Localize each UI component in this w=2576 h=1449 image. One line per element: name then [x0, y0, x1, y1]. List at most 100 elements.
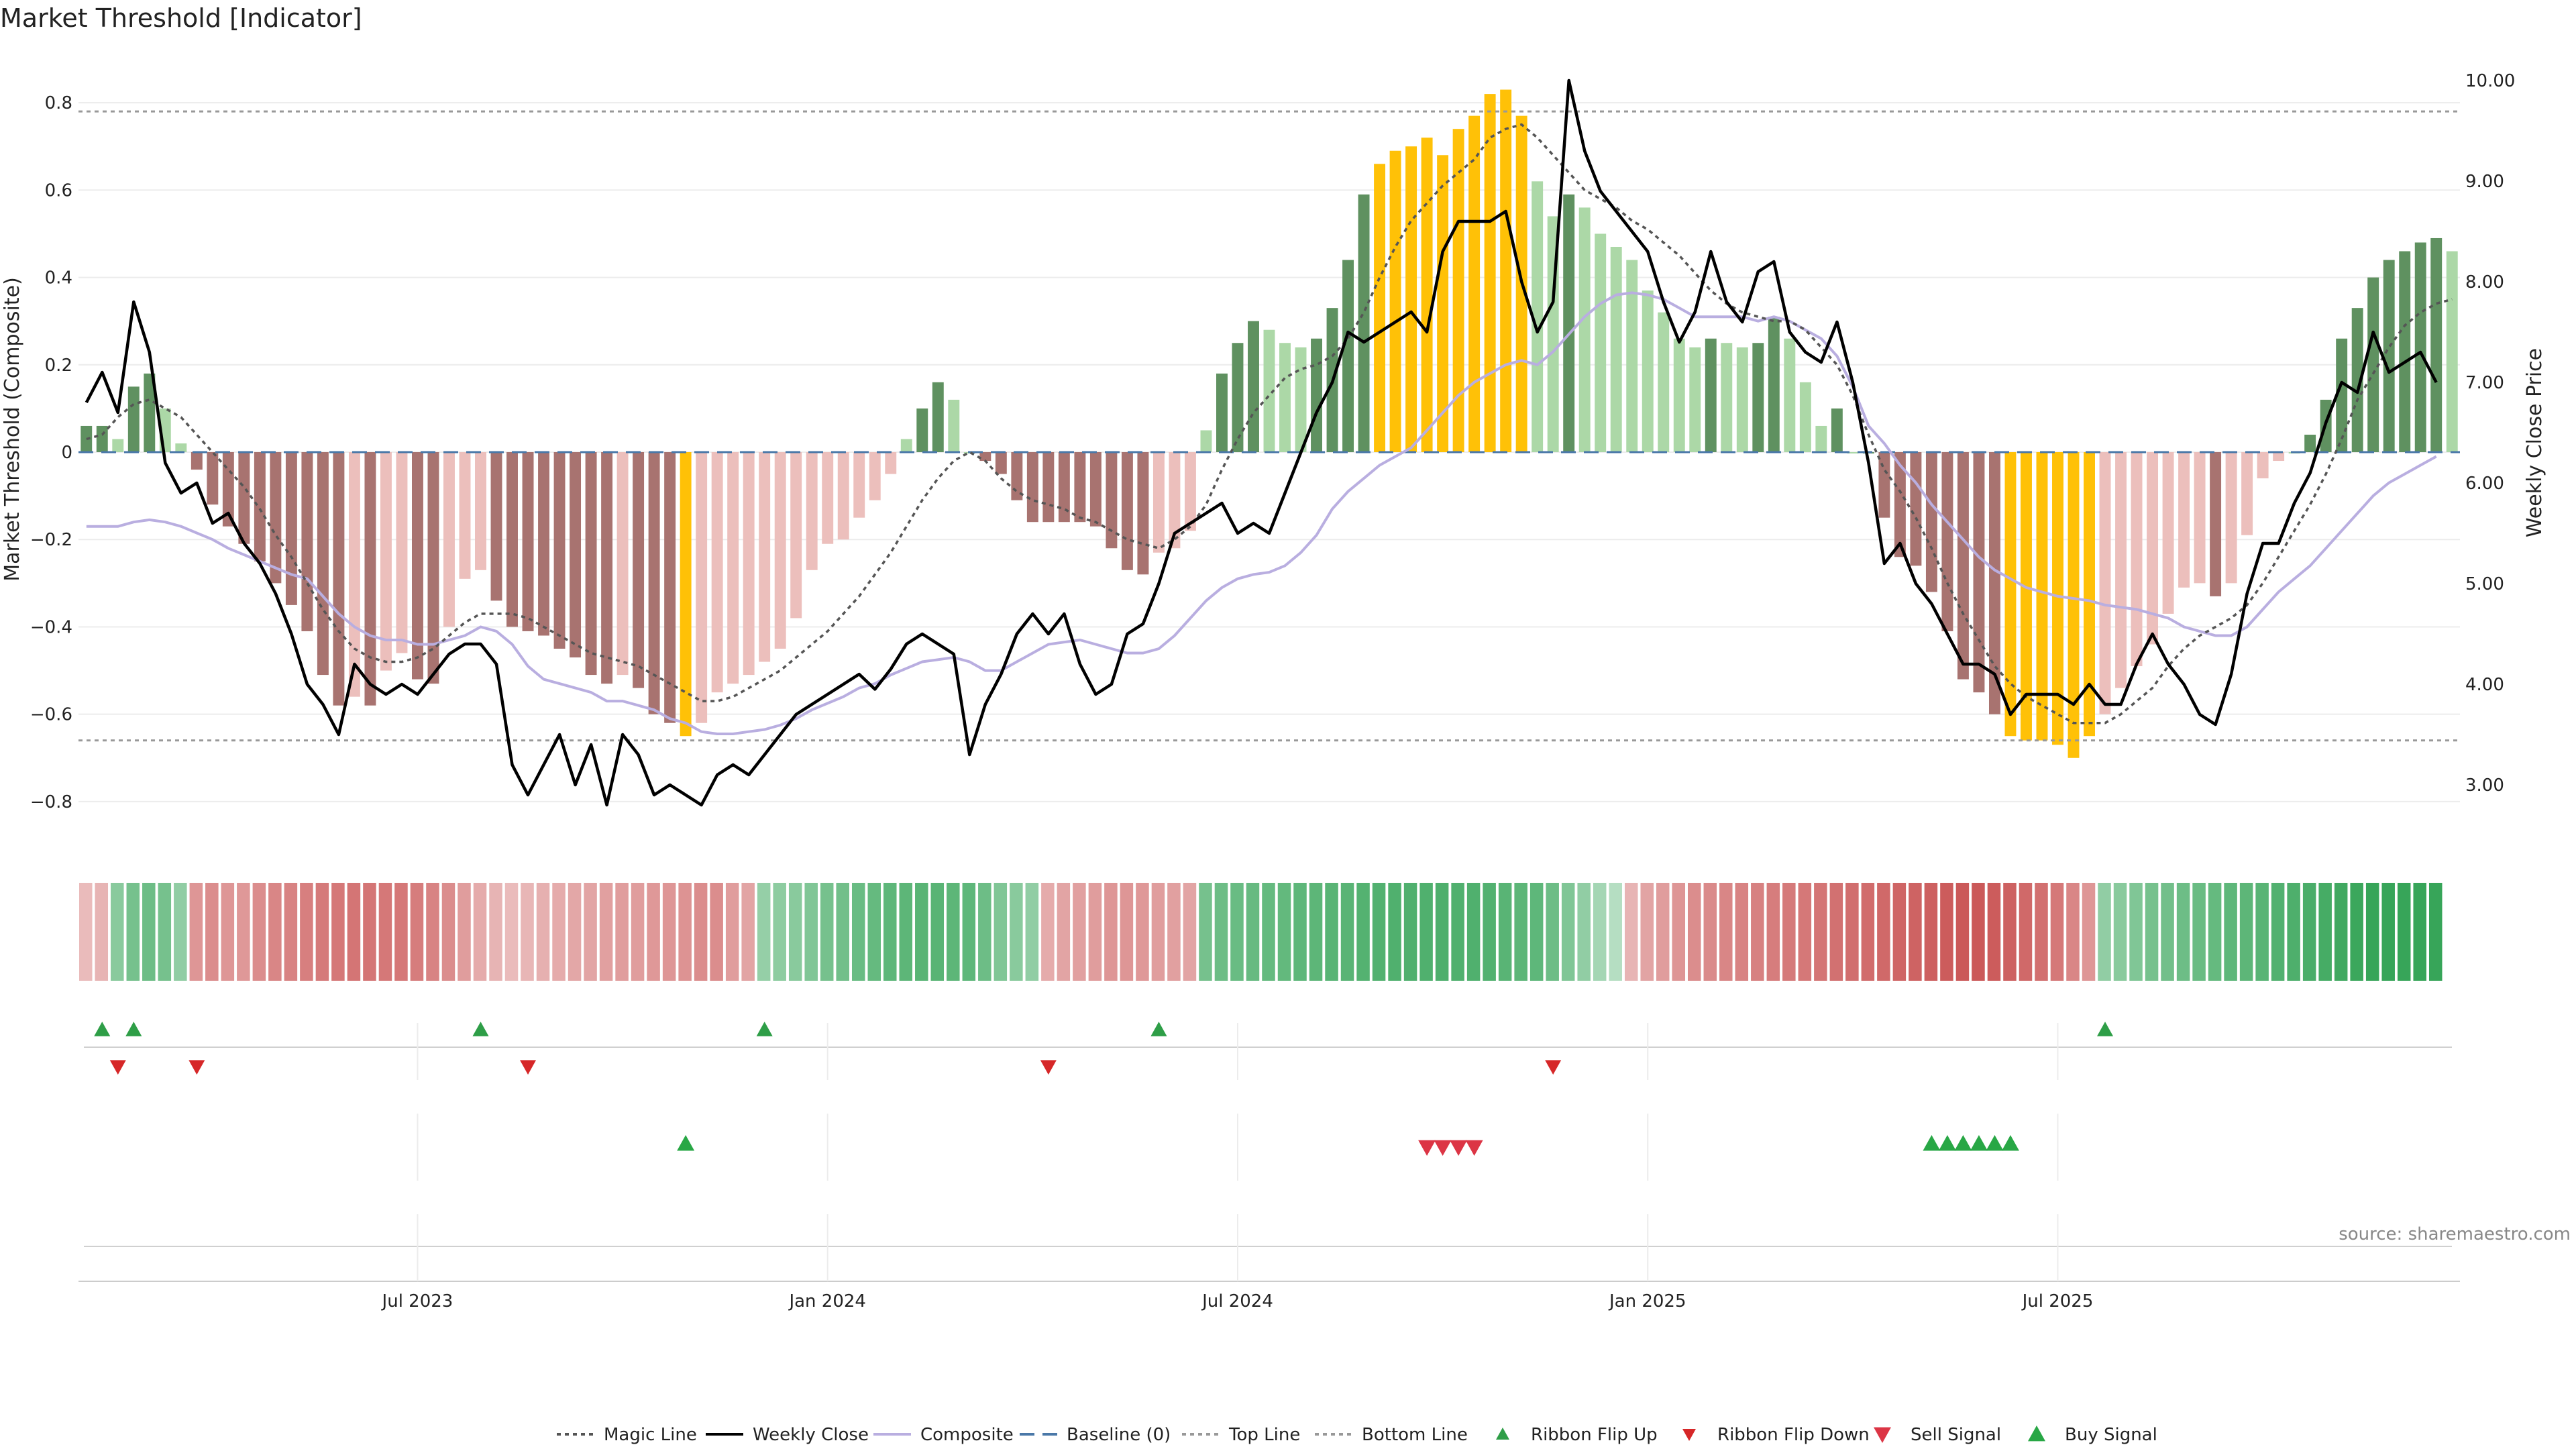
- x-tick-label: Jul 2024: [1201, 1291, 1273, 1311]
- ribbon-cell: [2334, 883, 2348, 981]
- ribbon-cell: [1546, 883, 1559, 981]
- ribbon-cell: [725, 883, 739, 981]
- ribbon-cell: [521, 883, 534, 981]
- signal-markers: [78, 1022, 2460, 1282]
- ribbon-cell: [394, 883, 408, 981]
- ribbon-flip-down-marker: [189, 1060, 205, 1075]
- threshold-bar: [711, 452, 723, 693]
- ribbon-cell: [1136, 883, 1149, 981]
- threshold-bar: [885, 452, 897, 474]
- threshold-bar: [144, 373, 156, 453]
- threshold-bar: [1152, 452, 1165, 553]
- threshold-bar: [2367, 277, 2379, 453]
- ribbon-cell: [552, 883, 566, 981]
- threshold-bar: [1894, 452, 1906, 557]
- y-tick-label: −0.2: [30, 530, 72, 550]
- threshold-bar: [601, 452, 613, 684]
- threshold-bar: [459, 452, 471, 579]
- ribbon-cell: [930, 883, 945, 981]
- ribbon-cell: [504, 883, 519, 981]
- threshold-bar: [2147, 452, 2159, 645]
- threshold-bar: [254, 452, 266, 561]
- ribbon-cell: [2239, 883, 2253, 981]
- ribbon-cell: [1214, 883, 1228, 981]
- threshold-bar: [2099, 452, 2111, 714]
- ribbon-cell: [1025, 883, 1039, 981]
- threshold-bar: [1058, 452, 1070, 523]
- threshold-bar: [806, 452, 818, 570]
- threshold-bar: [664, 452, 676, 723]
- ribbon-cell: [1640, 883, 1654, 981]
- ribbon-flip-up-marker: [756, 1022, 773, 1036]
- threshold-bar: [2052, 452, 2063, 745]
- buy-signal-marker: [1954, 1135, 1972, 1151]
- ribbon-flip-down-marker: [520, 1060, 537, 1075]
- threshold-bar: [2194, 452, 2206, 584]
- threshold-bar: [1595, 233, 1607, 453]
- threshold-bar: [443, 452, 455, 627]
- ribbon-cell: [2129, 883, 2143, 981]
- buy-signal-marker: [1986, 1135, 2004, 1151]
- ribbon-cell: [378, 883, 392, 981]
- threshold-bar: [585, 452, 597, 676]
- composite-line: [86, 291, 2437, 735]
- y-tick-label: −0.6: [30, 705, 72, 725]
- ribbon-cell: [1309, 883, 1323, 981]
- threshold-bar: [1311, 338, 1322, 453]
- threshold-bar: [506, 452, 518, 627]
- ribbon-cell: [536, 883, 550, 981]
- ribbon-cell: [2113, 883, 2127, 981]
- threshold-bar: [1658, 312, 1670, 453]
- ribbon-cell: [820, 883, 834, 981]
- y-tick-label: 0: [61, 443, 72, 463]
- ribbon-cell: [2082, 883, 2096, 981]
- ribbon-cell: [1435, 883, 1449, 981]
- ribbon-cell: [1514, 883, 1527, 981]
- y2-tick-label: 7.00: [2465, 373, 2504, 393]
- threshold-bar: [285, 452, 297, 605]
- right-axis-label: Weekly Close Price: [2523, 348, 2546, 537]
- ribbon-cell: [2381, 883, 2395, 981]
- ribbon-cell: [804, 883, 818, 981]
- x-tick-label: Jul 2023: [381, 1291, 453, 1311]
- y2-tick-label: 9.00: [2465, 172, 2504, 192]
- ribbon-cell: [142, 883, 156, 981]
- ribbon-flip-down-marker: [1040, 1060, 1057, 1075]
- threshold-bar: [2383, 260, 2395, 453]
- y-tick-label: −0.8: [30, 792, 72, 812]
- ribbon-cell: [2208, 883, 2222, 981]
- ribbon-flip-down-marker: [1545, 1060, 1562, 1075]
- ribbon-cell: [489, 883, 502, 981]
- chart-title: Market Threshold [Indicator]: [0, 3, 362, 33]
- x-tick-label: Jul 2025: [2021, 1291, 2094, 1311]
- ribbon-cell: [1751, 883, 1764, 981]
- threshold-bar: [1815, 425, 1827, 453]
- ribbon-cell: [1735, 883, 1749, 981]
- ribbon-cell: [473, 883, 487, 981]
- ribbon-cell: [95, 883, 109, 981]
- buy-signal-marker: [2001, 1135, 2019, 1151]
- ribbon-cell: [1624, 883, 1638, 981]
- ribbon-cell: [1356, 883, 1370, 981]
- threshold-bar: [112, 439, 124, 453]
- ribbon-cell: [962, 883, 976, 981]
- ribbon-cell: [2176, 883, 2190, 981]
- x-tick-label: Jan 2024: [788, 1291, 866, 1311]
- threshold-bar: [837, 452, 849, 540]
- y2-tick-label: 4.00: [2465, 675, 2504, 695]
- threshold-bar: [1042, 452, 1055, 523]
- threshold-bar: [995, 452, 1007, 474]
- y-tick-label: 0.6: [45, 180, 72, 201]
- threshold-bar: [333, 452, 345, 706]
- ribbon-cell: [568, 883, 582, 981]
- ribbon-cell: [694, 883, 708, 981]
- threshold-bar: [633, 452, 645, 688]
- ribbon-cell: [2192, 883, 2206, 981]
- legend-swatch-buy: [2028, 1426, 2045, 1442]
- threshold-bar: [1295, 347, 1307, 453]
- y2-tick-label: 6.00: [2465, 474, 2504, 494]
- ribbon-cell: [741, 883, 755, 981]
- threshold-bar: [1563, 194, 1575, 453]
- threshold-bar: [175, 443, 187, 453]
